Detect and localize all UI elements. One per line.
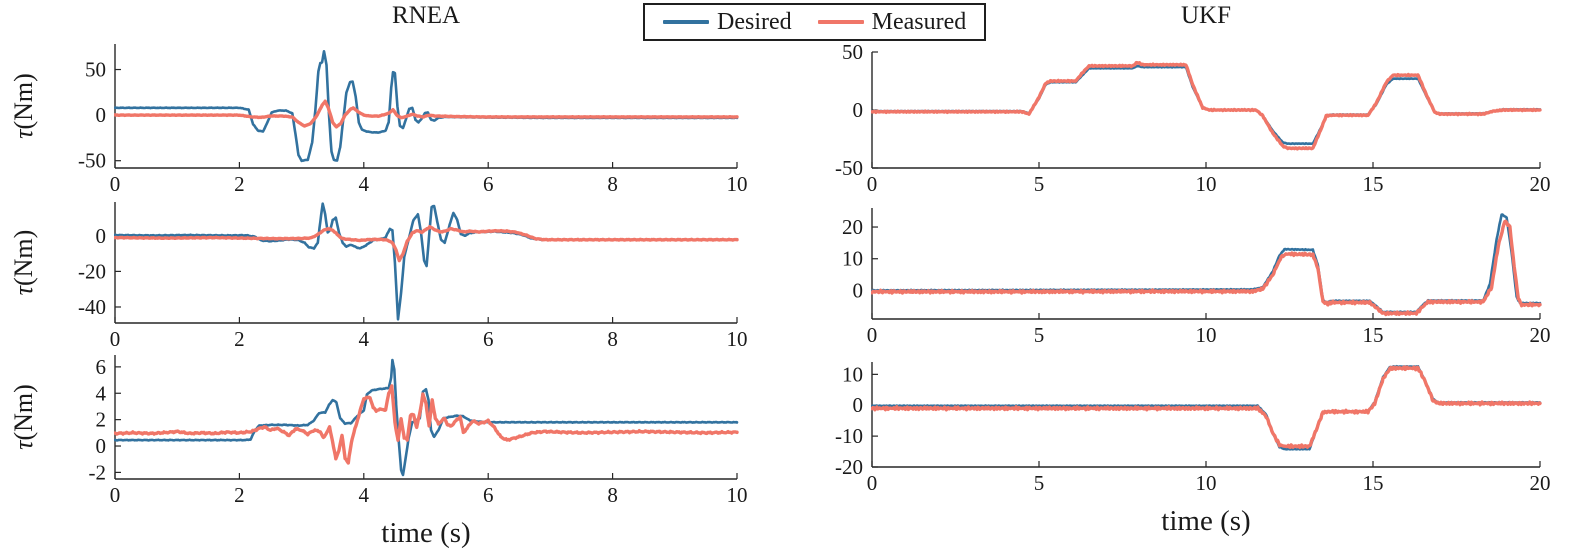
svg-text:6: 6 [483, 172, 494, 194]
svg-text:15: 15 [1363, 471, 1384, 495]
svg-text:τ(Nm): τ(Nm) [9, 230, 38, 296]
svg-text:0: 0 [110, 483, 121, 507]
legend-label-measured: Measured [871, 9, 967, 35]
svg-text:10: 10 [727, 172, 748, 194]
svg-text:5: 5 [1034, 172, 1045, 194]
svg-text:0: 0 [853, 98, 864, 122]
desired-line-swatch [663, 20, 709, 24]
svg-text:6: 6 [96, 355, 107, 379]
measured-line-swatch [817, 20, 864, 24]
svg-text:time (s): time (s) [1161, 505, 1250, 537]
svg-text:10: 10 [842, 247, 863, 271]
svg-text:10: 10 [842, 362, 863, 386]
svg-text:8: 8 [607, 483, 618, 507]
svg-text:20: 20 [1530, 471, 1551, 495]
svg-text:0: 0 [96, 224, 107, 248]
svg-text:50: 50 [842, 40, 863, 64]
svg-text:4: 4 [359, 172, 370, 194]
svg-text:0: 0 [853, 393, 864, 417]
svg-text:8: 8 [607, 327, 618, 349]
svg-text:5: 5 [1034, 471, 1045, 495]
svg-text:20: 20 [1530, 323, 1551, 347]
svg-text:6: 6 [483, 483, 494, 507]
column-title-rnea: RNEA [391, 2, 461, 29]
svg-text:0: 0 [867, 323, 878, 347]
svg-text:15: 15 [1363, 172, 1384, 194]
svg-text:0: 0 [110, 327, 121, 349]
svg-text:0: 0 [867, 471, 878, 495]
svg-text:-50: -50 [78, 149, 106, 173]
svg-text:-20: -20 [78, 259, 106, 283]
svg-text:2: 2 [234, 327, 245, 349]
svg-text:2: 2 [234, 483, 245, 507]
svg-text:6: 6 [483, 327, 494, 349]
svg-text:0: 0 [853, 278, 864, 302]
svg-text:-20: -20 [835, 455, 863, 479]
legend: Desired Measured [643, 3, 987, 41]
svg-text:0: 0 [96, 103, 107, 127]
svg-text:0: 0 [110, 172, 121, 194]
svg-text:-2: -2 [89, 460, 107, 484]
svg-text:2: 2 [234, 172, 245, 194]
svg-text:2: 2 [96, 408, 107, 432]
svg-text:10: 10 [1196, 323, 1217, 347]
svg-text:τ(Nm): τ(Nm) [9, 73, 38, 139]
legend-item-measured: Measured [817, 9, 967, 35]
svg-text:10: 10 [1196, 471, 1217, 495]
subplot-ukf-row2: 0 5 10 15 20 0 10 20 [842, 208, 1551, 347]
svg-text:-50: -50 [835, 156, 863, 180]
legend-item-desired: Desired [663, 10, 792, 34]
svg-text:4: 4 [96, 381, 107, 405]
svg-text:4: 4 [359, 483, 370, 507]
column-title-ukf: UKF [1180, 2, 1231, 29]
svg-text:-40: -40 [78, 295, 106, 319]
svg-text:5: 5 [1034, 323, 1045, 347]
svg-text:10: 10 [727, 327, 748, 349]
svg-text:10: 10 [727, 483, 748, 507]
svg-text:4: 4 [359, 327, 370, 349]
svg-text:20: 20 [842, 215, 863, 239]
subplot-rnea-row2: 0 2 4 6 8 10 -40 -20 0 τ(Nm) [9, 202, 748, 349]
svg-text:20: 20 [1530, 172, 1551, 194]
svg-text:τ(Nm): τ(Nm) [9, 384, 38, 450]
svg-text:-10: -10 [835, 424, 863, 448]
svg-text:8: 8 [607, 172, 618, 194]
svg-text:0: 0 [867, 172, 878, 194]
svg-text:15: 15 [1363, 323, 1384, 347]
svg-text:10: 10 [1196, 172, 1217, 194]
svg-text:50: 50 [85, 58, 106, 82]
svg-text:0: 0 [96, 434, 107, 458]
svg-text:time (s): time (s) [381, 517, 470, 549]
legend-label-desired: Desired [717, 9, 792, 35]
